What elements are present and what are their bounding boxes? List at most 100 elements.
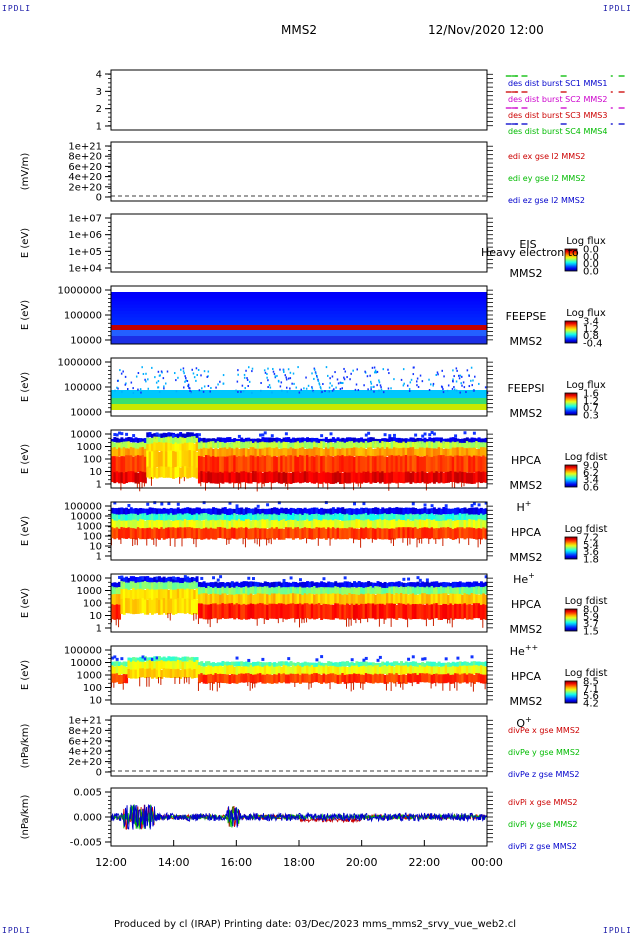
spectrogram-pixel: [172, 434, 176, 438]
instrument-label: HPCA: [511, 598, 542, 611]
spectrogram-pixel: [127, 471, 131, 483]
spectrogram-pixel: [484, 575, 488, 579]
spectrogram-pixel: [355, 618, 357, 624]
spectrogram-pixel: [169, 661, 173, 671]
spectrogram-pixel: [118, 581, 121, 588]
instrument-sublabel: Heavy electron to: [481, 246, 579, 259]
x-tick-label: 18:00: [283, 856, 315, 869]
spectrogram-pixel: [308, 520, 312, 530]
spectrogram-pixel: [306, 581, 309, 588]
spectrogram-pixel: [357, 389, 360, 392]
spectrogram-pixel: [343, 581, 347, 588]
spectrogram-pixel: [357, 519, 361, 529]
spectrogram-pixel: [322, 471, 326, 483]
spectrogram-pixel: [447, 384, 450, 387]
spectrogram-pixel: [416, 662, 420, 668]
spectrogram-pixel: [356, 368, 359, 371]
spectrogram-pixel: [320, 448, 324, 458]
spectrogram-pixel: [378, 442, 382, 450]
spectrogram-pixel: [341, 661, 345, 667]
spectrogram-pixel: [482, 442, 486, 450]
spectrogram-pixel: [475, 665, 479, 675]
spectrogram-pixel: [200, 520, 204, 530]
spectrogram-pixel: [475, 603, 479, 619]
spectrogram-pixel: [261, 448, 265, 458]
spectrogram-pixel: [263, 447, 267, 457]
spectrogram-pixel: [334, 455, 338, 473]
spectrogram-pixel: [256, 504, 260, 508]
spacecraft-label: MMS2: [510, 267, 543, 280]
spectrogram-pixel: [196, 373, 198, 376]
spectrogram-pixel: [176, 466, 180, 478]
spectrogram-pixel: [174, 520, 178, 530]
spectrogram-pixel: [329, 438, 333, 444]
spectrogram-pixel: [246, 377, 248, 380]
spectrogram-pixel: [397, 514, 401, 522]
spectrogram-pixel: [247, 385, 249, 388]
spectrogram-pixel: [432, 666, 436, 676]
spectrogram-pixel: [268, 447, 272, 457]
spectrogram-pixel: [148, 437, 152, 445]
spectrogram-pixel: [188, 582, 192, 591]
spectrogram-pixel: [411, 471, 415, 483]
spectrogram-pixel: [421, 434, 425, 438]
spectrogram-pixel: [118, 456, 121, 474]
spectrogram-pixel: [315, 471, 319, 483]
spectrogram-pixel: [237, 519, 241, 529]
spectrogram-pixel: [136, 538, 138, 546]
spectrogram-pixel: [270, 507, 274, 515]
instrument-label: FEEPSI: [507, 382, 544, 395]
spectrogram-pixel: [461, 586, 465, 595]
spectrogram-pixel: [338, 582, 342, 589]
spectrogram-pixel: [371, 366, 374, 369]
spectrogram-pixel: [447, 594, 450, 606]
spectrogram-pixel: [375, 371, 377, 374]
spectrogram-pixel: [432, 432, 436, 436]
spectrogram-pixel: [428, 389, 431, 392]
spectrogram-pixel: [252, 520, 255, 530]
spectrogram-pixel: [252, 508, 255, 516]
spectrogram-pixel: [472, 514, 476, 522]
spectrogram-pixel: [416, 448, 420, 458]
spectrogram-pixel: [421, 593, 425, 605]
spectrogram-pixel: [291, 382, 293, 385]
spectrogram-pixel: [160, 669, 164, 679]
spectrogram-pixel: [212, 441, 215, 449]
spectrogram-pixel: [437, 528, 441, 540]
spectrogram-pixel: [329, 538, 331, 546]
spectrogram-pixel: [385, 661, 389, 667]
spectrogram-pixel: [327, 581, 331, 588]
spectrogram-pixel: [139, 582, 143, 591]
spectrogram-pixel: [414, 514, 418, 522]
spectrogram-pixel: [179, 519, 183, 529]
spectrogram-pixel: [289, 377, 292, 380]
spectrogram-pixel: [148, 677, 150, 687]
spectrogram-pixel: [277, 501, 281, 505]
spectrogram-pixel: [437, 604, 441, 620]
spectrogram-pixel: [308, 448, 312, 458]
spectrogram-pixel: [254, 586, 258, 595]
spectrogram-pixel: [223, 437, 227, 443]
spectrogram-pixel: [226, 594, 230, 606]
spectrogram-pixel: [200, 448, 204, 458]
spectrogram-pixel: [210, 387, 212, 390]
spectrogram-pixel: [331, 456, 335, 474]
spectrogram-pixel: [132, 434, 136, 438]
spectrogram-pixel: [155, 519, 159, 529]
spectrogram-pixel: [338, 441, 342, 449]
spectrogram-pixel: [315, 442, 319, 450]
spectrogram-pixel: [289, 593, 293, 605]
spectrogram-pixel: [475, 528, 479, 540]
spectrogram-pixel: [430, 674, 434, 684]
spectrogram-pixel: [449, 471, 453, 483]
spectrogram-pixel: [190, 450, 194, 468]
spectrogram-pixel: [247, 366, 250, 369]
spectrogram-pixel: [249, 665, 253, 675]
spectrogram-pixel: [374, 665, 378, 675]
spectrogram-pixel: [400, 507, 403, 515]
spectrogram-pixel: [379, 384, 382, 387]
spectrogram-pixel: [364, 666, 368, 676]
spectrogram-pixel: [414, 455, 418, 473]
spectrogram-pixel: [289, 438, 293, 444]
spectrogram-pixel: [247, 594, 251, 606]
